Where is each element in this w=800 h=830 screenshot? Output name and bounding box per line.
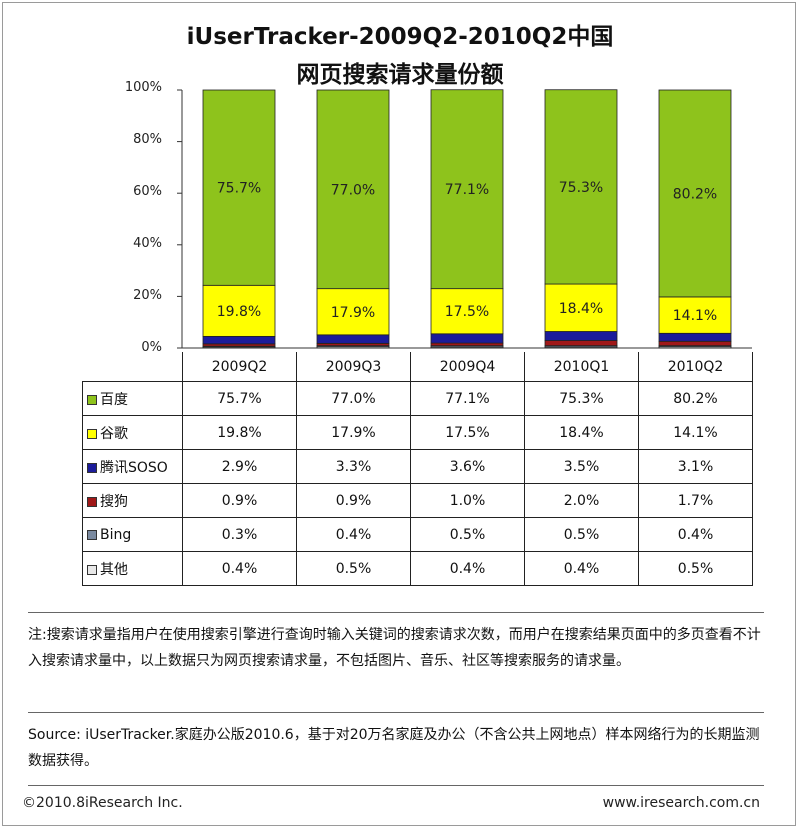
- category-label: 2010Q2: [638, 352, 753, 382]
- table-cell: 0.9%: [182, 483, 297, 518]
- y-tick-label: 20%: [133, 288, 162, 303]
- bar-segment: [658, 332, 732, 342]
- table-row-sogou: 搜狗 0.9% 0.9% 1.0% 2.0% 1.7%: [82, 483, 753, 518]
- table-cell: 77.0%: [296, 381, 411, 416]
- copyright-text: ©2010.8iResearch Inc.: [22, 795, 183, 811]
- y-tick-label: 60%: [133, 184, 162, 199]
- source-text: Source: iUserTracker.家庭办公版2010.6，基于对20万名…: [28, 727, 760, 769]
- table-cell: 0.4%: [182, 551, 297, 586]
- legend-swatch: [87, 564, 97, 575]
- table-row-other: 其他 0.4% 0.5% 0.4% 0.4% 0.5%: [82, 551, 753, 586]
- series-name: 其他: [100, 561, 128, 578]
- bar-value-label: 77.0%: [331, 182, 375, 198]
- divider: [28, 612, 764, 613]
- table-row-baidu: 百度 75.7% 77.0% 77.1% 75.3% 80.2%: [82, 381, 753, 416]
- table-cell: 80.2%: [638, 381, 753, 416]
- table-cell: 3.6%: [410, 449, 525, 484]
- category-row: 2009Q2 2009Q3 2009Q4 2010Q1 2010Q2: [82, 352, 753, 382]
- bar-segment: [658, 89, 732, 298]
- y-tick-label: 40%: [133, 236, 162, 251]
- bar-segment: [430, 333, 504, 344]
- bar-segment: [316, 89, 390, 290]
- table-cell: 0.5%: [296, 551, 411, 586]
- bar-value-label: 17.5%: [445, 304, 489, 320]
- bar-value-label: 80.2%: [673, 186, 717, 202]
- bar-value-label: 19.8%: [217, 304, 261, 320]
- website-url: www.iresearch.com.cn: [602, 795, 760, 811]
- divider: [28, 785, 764, 786]
- table-cell: 0.5%: [638, 551, 753, 586]
- legend-swatch: [87, 496, 97, 507]
- stacked-bar-chart: 19.8% 75.7% 17.9% 77.0% 17.5% 77.1% 18.4% 75.3%…: [177, 89, 752, 349]
- bar-segment: [544, 331, 618, 341]
- table-cell: 0.4%: [410, 551, 525, 586]
- divider: [28, 712, 764, 713]
- y-tick-label: 100%: [124, 80, 162, 95]
- table-cell: 75.7%: [182, 381, 297, 416]
- bar-segment: [430, 288, 504, 335]
- bar-segment: [316, 334, 390, 344]
- table-cell: 0.5%: [410, 517, 525, 552]
- table-cell: 17.5%: [410, 415, 525, 450]
- table-cell: 18.4%: [524, 415, 639, 450]
- table-cell: 2.0%: [524, 483, 639, 518]
- table-cell: 0.3%: [182, 517, 297, 552]
- table-cell: 1.0%: [410, 483, 525, 518]
- table-cell: 77.1%: [410, 381, 525, 416]
- category-label: 2009Q4: [410, 352, 525, 382]
- series-name: 搜狗: [100, 493, 128, 510]
- bar-segment: [544, 340, 618, 347]
- data-table: 2009Q2 2009Q3 2009Q4 2010Q1 2010Q2 百度 75…: [82, 352, 753, 586]
- bar-segment: [544, 89, 618, 285]
- bar-segment: [658, 340, 732, 347]
- table-cell: 1.7%: [638, 483, 753, 518]
- category-label: 2009Q2: [182, 352, 297, 382]
- category-label: 2009Q3: [296, 352, 411, 382]
- series-name: 谷歌: [100, 425, 128, 442]
- table-cell: 19.8%: [182, 415, 297, 450]
- legend-swatch: [87, 462, 97, 473]
- series-name: 百度: [100, 391, 128, 408]
- bar-value-label: 17.9%: [331, 305, 375, 321]
- chart-title-line2: 网页搜索请求量份额: [296, 62, 504, 88]
- bar-segment: [202, 284, 276, 337]
- series-name: Bing: [100, 526, 132, 543]
- legend-swatch: [87, 428, 97, 439]
- table-cell: 0.4%: [296, 517, 411, 552]
- y-tick-label: 0%: [141, 340, 162, 355]
- table-cell: 2.9%: [182, 449, 297, 484]
- bar-value-label: 77.1%: [445, 182, 489, 198]
- table-cell: 3.1%: [638, 449, 753, 484]
- table-cell: 3.5%: [524, 449, 639, 484]
- bar-segment: [430, 89, 504, 290]
- footnote: 注:搜索请求量指用户在使用搜索引擎进行查询时输入关键词的搜索请求次数，而用户在搜…: [28, 627, 761, 669]
- bar-value-label: 75.3%: [559, 180, 603, 196]
- table-cell: 17.9%: [296, 415, 411, 450]
- table-row-soso: 腾讯SOSO 2.9% 3.3% 3.6% 3.5% 3.1%: [82, 449, 753, 484]
- legend-swatch: [87, 529, 97, 540]
- bar-segment: [316, 288, 390, 336]
- bar-segment: [544, 283, 618, 332]
- bar-value-label: 75.7%: [217, 181, 261, 197]
- chart-title-line1: iUserTracker-2009Q2-2010Q2中国: [186, 24, 614, 50]
- bar-segment: [202, 89, 276, 286]
- legend-swatch: [87, 394, 97, 405]
- table-cell: 75.3%: [524, 381, 639, 416]
- bar-value-label: 14.1%: [673, 308, 717, 324]
- table-cell: 0.5%: [524, 517, 639, 552]
- bar-value-label: 18.4%: [559, 301, 603, 317]
- bar-segment: [202, 335, 276, 345]
- table-cell: 14.1%: [638, 415, 753, 450]
- series-name: 腾讯SOSO: [100, 459, 168, 476]
- table-cell: 0.4%: [524, 551, 639, 586]
- table-row-google: 谷歌 19.8% 17.9% 17.5% 18.4% 14.1%: [82, 415, 753, 450]
- table-cell: 3.3%: [296, 449, 411, 484]
- category-label: 2010Q1: [524, 352, 639, 382]
- y-tick-label: 80%: [133, 132, 162, 147]
- table-row-bing: Bing 0.3% 0.4% 0.5% 0.5% 0.4%: [82, 517, 753, 552]
- table-cell: 0.9%: [296, 483, 411, 518]
- table-cell: 0.4%: [638, 517, 753, 552]
- bar-segment: [658, 296, 732, 334]
